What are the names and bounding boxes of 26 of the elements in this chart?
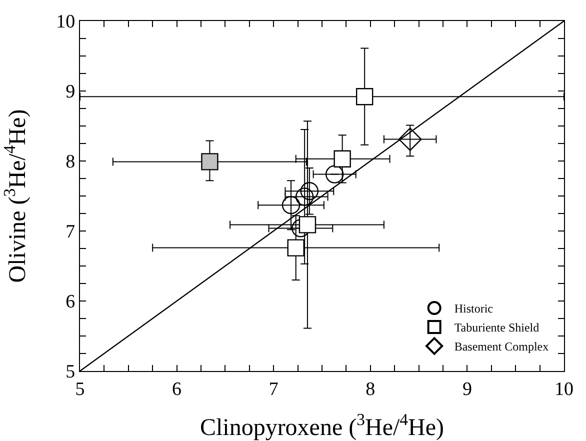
point (356, 88, 374, 106)
point (398, 128, 422, 151)
x-tick-label: 6 (172, 378, 182, 400)
legend-label: Historic (454, 302, 493, 316)
point (325, 165, 344, 184)
point (334, 150, 351, 168)
x-tick-label: 10 (554, 378, 574, 400)
x-axis-title: Clinopyroxene ($^{3}$He/$^{4}$He) (200, 410, 444, 441)
point (298, 216, 316, 234)
y-tick-label: 8 (66, 152, 76, 173)
legend-label: Taburiente Shield (454, 320, 540, 335)
point (201, 153, 218, 170)
y-tick-label: 9 (66, 82, 76, 103)
point (287, 239, 304, 256)
point (295, 188, 314, 206)
point (292, 219, 310, 238)
y-tick-label: 7 (66, 222, 76, 243)
x-tick-label: 7 (268, 378, 278, 400)
point (282, 196, 300, 214)
x-tick-label: 8 (366, 378, 376, 400)
x-tick-label: 9 (462, 378, 472, 400)
y-tick-label: 10 (56, 12, 76, 33)
legend-label: Basement Complex (454, 340, 549, 354)
point (300, 182, 319, 200)
y-tick-label: 5 (66, 362, 76, 383)
y-tick-label: 6 (66, 292, 76, 313)
